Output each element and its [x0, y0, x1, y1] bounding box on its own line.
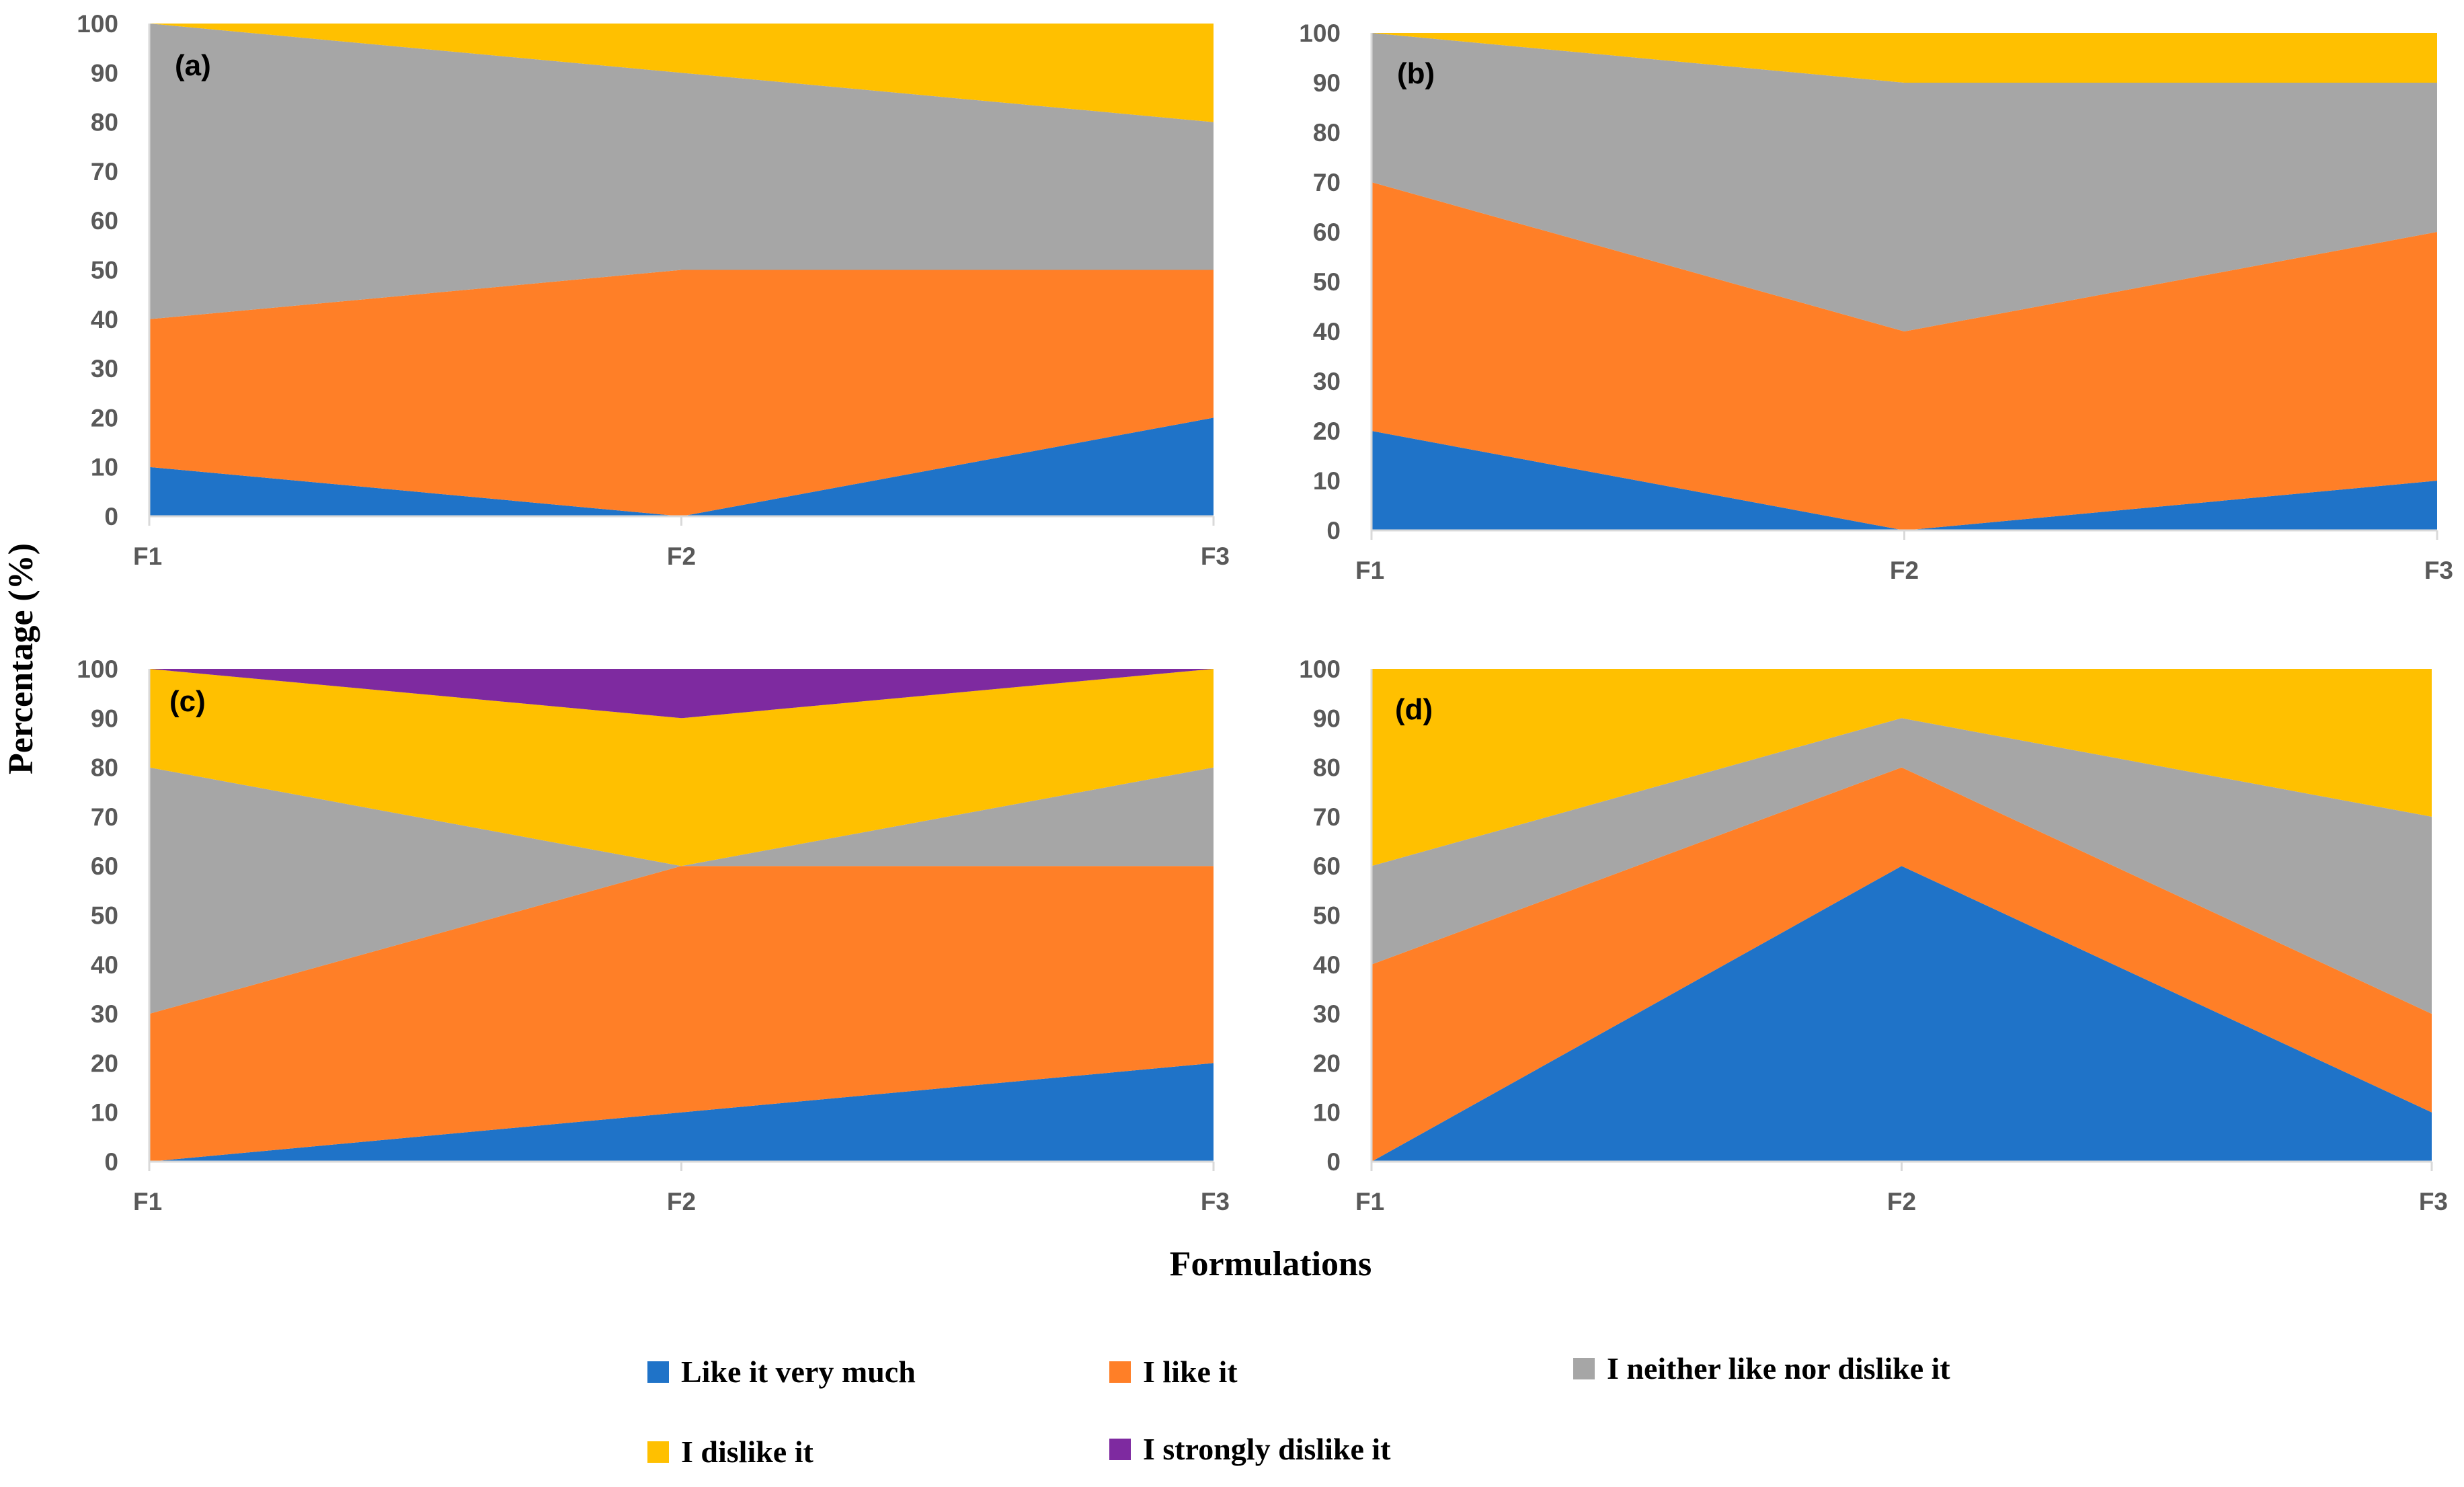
x-tick-label: F3 — [1201, 1188, 1230, 1215]
y-tick-label: 70 — [91, 158, 118, 186]
y-tick-label: 50 — [91, 902, 118, 930]
y-tick-label: 0 — [104, 1148, 118, 1176]
x-tick-label: F1 — [133, 542, 162, 570]
y-tick-label: 70 — [91, 803, 118, 831]
y-tick-label: 80 — [1313, 119, 1341, 147]
legend-swatch — [1573, 1358, 1595, 1379]
panel-label: (d) — [1395, 693, 1433, 726]
y-tick-label: 80 — [91, 754, 118, 782]
y-tick-label: 70 — [1313, 803, 1341, 831]
area-like-it-very-much — [149, 417, 1214, 516]
area-i-like-it — [149, 270, 1214, 516]
legend-swatch — [647, 1441, 669, 1463]
y-tick-label: 100 — [77, 10, 118, 38]
area-i-dislike-it — [149, 669, 1214, 867]
y-tick-label: 60 — [91, 852, 118, 880]
x-tick-label: F3 — [1201, 542, 1230, 570]
legend-label: I dislike it — [681, 1435, 814, 1469]
x-tick-label: F2 — [667, 542, 696, 570]
y-tick-label: 10 — [1313, 1099, 1341, 1127]
x-axis-label: Formulations — [1170, 1245, 1372, 1283]
y-tick-label: 40 — [91, 306, 118, 333]
x-tick-label: F2 — [1887, 1188, 1916, 1215]
y-axis-label: Percentage (%) — [2, 543, 40, 774]
area-i-strongly-dislike-it — [149, 669, 1214, 719]
legend-item: I strongly dislike it — [1109, 1432, 1391, 1466]
x-tick-label: F3 — [2424, 557, 2453, 584]
x-tick-label: F1 — [133, 1188, 162, 1215]
legend-label: Like it very much — [681, 1355, 916, 1389]
y-tick-label: 80 — [1313, 754, 1341, 782]
y-tick-label: 30 — [91, 355, 118, 383]
y-tick-label: 0 — [1326, 1148, 1341, 1176]
y-tick-label: 70 — [1313, 169, 1341, 196]
y-tick-label: 60 — [1313, 852, 1341, 880]
x-tick-label: F1 — [1355, 557, 1384, 584]
legend-swatch — [1109, 1439, 1131, 1460]
y-tick-label: 20 — [1313, 417, 1341, 445]
y-tick-label: 90 — [1313, 705, 1341, 732]
y-tick-label: 40 — [91, 951, 118, 979]
x-tick-label: F3 — [2419, 1188, 2448, 1215]
panel-0: F1 F2 F3 0 10 20 30 40 50 60 70 80 90 100 (a) — [77, 10, 1230, 570]
y-tick-label: 40 — [1313, 951, 1341, 979]
area-i-neither-like-nor-dislike-it — [1372, 33, 2437, 331]
y-tick-label: 100 — [77, 655, 118, 683]
y-tick-label: 60 — [91, 207, 118, 235]
area-i-neither-like-nor-dislike-it — [149, 767, 1214, 1014]
panel-label: (a) — [175, 49, 211, 82]
y-tick-label: 100 — [1299, 19, 1341, 47]
panel-2: F1 F2 F3 0 10 20 30 40 50 60 70 80 90 100 (c) — [77, 655, 1230, 1215]
x-tick-label: F1 — [1355, 1188, 1384, 1215]
y-tick-label: 40 — [1313, 318, 1341, 346]
area-i-dislike-it — [1372, 669, 2432, 867]
y-tick-label: 0 — [104, 503, 118, 530]
legend-label: I like it — [1143, 1355, 1238, 1389]
panel-1: F1 F2 F3 0 10 20 30 40 50 60 70 80 90 100 (b) — [1299, 19, 2453, 584]
area-i-like-it — [1372, 767, 2432, 1162]
y-tick-label: 60 — [1313, 218, 1341, 246]
y-tick-label: 20 — [91, 1049, 118, 1077]
legend-label: I neither like nor dislike it — [1607, 1351, 1950, 1385]
panel-3: F1 F2 F3 0 10 20 30 40 50 60 70 80 90 100 (d) — [1299, 655, 2448, 1215]
legend-swatch — [1109, 1361, 1131, 1383]
y-tick-label: 10 — [91, 1099, 118, 1127]
y-tick-label: 80 — [91, 109, 118, 136]
y-tick-label: 20 — [91, 404, 118, 432]
legend-item: I like it — [1109, 1355, 1238, 1389]
legend: Like it very much I like it I neither like… — [647, 1351, 1950, 1469]
area-i-dislike-it — [149, 24, 1214, 122]
y-tick-label: 50 — [1313, 268, 1341, 296]
y-tick-label: 10 — [91, 454, 118, 481]
area-i-neither-like-nor-dislike-it — [149, 24, 1214, 319]
legend-item: Like it very much — [647, 1355, 916, 1389]
y-tick-label: 10 — [1313, 467, 1341, 495]
y-tick-label: 50 — [91, 257, 118, 284]
y-tick-label: 90 — [91, 705, 118, 732]
area-i-like-it — [149, 866, 1214, 1162]
area-i-dislike-it — [1372, 33, 2437, 83]
area-i-like-it — [1372, 182, 2437, 530]
y-tick-label: 30 — [1313, 1000, 1341, 1028]
y-tick-label: 90 — [91, 59, 118, 87]
panel-label: (b) — [1397, 57, 1435, 90]
y-tick-label: 0 — [1326, 517, 1341, 545]
x-tick-label: F2 — [1890, 557, 1919, 584]
panel-label: (c) — [169, 685, 206, 718]
y-tick-label: 100 — [1299, 655, 1341, 683]
legend-item: I dislike it — [647, 1435, 814, 1469]
legend-label: I strongly dislike it — [1143, 1432, 1391, 1466]
x-tick-label: F2 — [667, 1188, 696, 1215]
y-tick-label: 20 — [1313, 1049, 1341, 1077]
legend-item: I neither like nor dislike it — [1573, 1351, 1950, 1385]
area-like-it-very-much — [1372, 866, 2432, 1162]
y-tick-label: 30 — [91, 1000, 118, 1028]
y-tick-label: 50 — [1313, 902, 1341, 930]
legend-swatch — [647, 1361, 669, 1383]
y-tick-label: 90 — [1313, 69, 1341, 97]
y-tick-label: 30 — [1313, 368, 1341, 395]
